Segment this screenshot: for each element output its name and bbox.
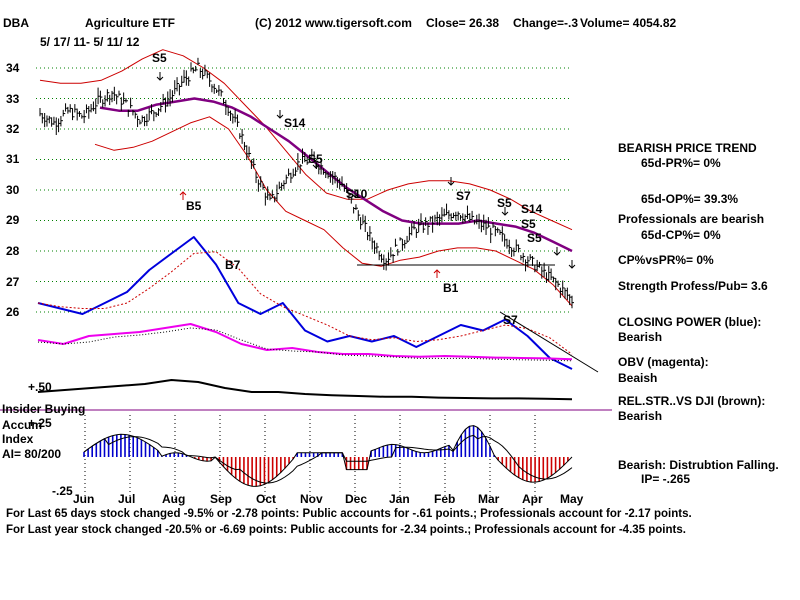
x-tick-label: Jul — [118, 492, 136, 506]
signal-arrowhead — [501, 211, 509, 216]
chart-title: Agriculture ETF — [85, 16, 176, 30]
ticker-label: DBA — [3, 16, 29, 30]
right-note: 65d-PR%= 0% — [641, 156, 721, 170]
right-note: 65d-OP%= 39.3% — [641, 192, 739, 206]
y-tick-label: 31 — [6, 152, 20, 166]
right-note: CP%vsPR%= 0% — [618, 253, 714, 267]
close-value: Close= 26.38 — [426, 16, 500, 30]
signal-label: S14 — [284, 116, 306, 130]
signal-label: B5 — [186, 199, 202, 213]
signal-label: B1 — [443, 281, 459, 295]
closing-power-line — [37, 236, 573, 370]
obv-ma-line — [37, 327, 573, 362]
signal-arrowhead — [447, 181, 455, 186]
right-note: Bearish — [618, 330, 663, 344]
signal-arrowhead — [568, 264, 576, 269]
right-note: Strength Profess/Pub= 3.6 — [618, 279, 768, 293]
x-tick-label: Nov — [300, 492, 323, 506]
footer-line-65d: For Last 65 days stock changed -9.5% or … — [6, 508, 692, 520]
right-note: REL.STR..VS DJI (brown): — [618, 394, 766, 408]
accum-top-label: +.25 — [28, 416, 52, 430]
obv-line — [37, 323, 573, 361]
x-tick-label: Jun — [73, 492, 95, 506]
y-tick-label: 33 — [6, 92, 20, 106]
signal-arrowhead — [156, 76, 164, 81]
signal-label: S10 — [346, 187, 368, 201]
signal-label: B7 — [225, 258, 241, 272]
right-note: BEARISH PRICE TREND — [618, 141, 757, 155]
x-tick-label: Sep — [210, 492, 233, 506]
signal-arrowhead — [553, 251, 561, 256]
trend-line — [499, 311, 599, 373]
accum-label: Accum — [2, 418, 43, 432]
signal-label: S5 — [497, 196, 512, 210]
copyright-label: (C) 2012 www.tigersoft.com — [255, 16, 412, 30]
moving-average-line — [99, 97, 573, 253]
right-note: OBV (magenta): — [618, 355, 709, 369]
y-tick-label: 27 — [6, 275, 20, 289]
y-tick-label: 30 — [6, 183, 20, 197]
signal-label: S5 — [527, 231, 542, 245]
x-tick-label: Mar — [478, 492, 500, 506]
x-tick-label: Feb — [434, 492, 456, 506]
closing-power-ma-line — [37, 251, 573, 355]
footer-line-year: For Last year stock changed -20.5% or -6… — [6, 524, 686, 536]
x-tick-label: Oct — [256, 492, 277, 506]
y-tick-label: 26 — [6, 305, 20, 319]
change-value: Change=-.3 — [513, 16, 579, 30]
accum-ma-line — [83, 434, 573, 484]
signal-arrowhead — [276, 114, 284, 119]
right-note: Professionals are bearish — [618, 212, 765, 226]
rel-strength-label: +.50 — [28, 380, 52, 394]
x-tick-label: Dec — [345, 492, 368, 506]
right-note: IP= -.265 — [641, 472, 691, 486]
right-note: Bearish: Distrubtion Falling. — [618, 458, 779, 472]
y-tick-label: 29 — [6, 213, 20, 227]
signal-arrowhead — [179, 191, 187, 196]
signal-label: S7 — [456, 189, 471, 203]
signal-arrowhead — [312, 164, 320, 169]
y-tick-label: 32 — [6, 122, 20, 136]
insider-buying-title: Insider Buying — [2, 402, 86, 416]
signal-label: S5 — [152, 51, 167, 65]
lower-band-line — [94, 116, 573, 307]
right-note: 65d-CP%= 0% — [641, 228, 721, 242]
accum-bottom-label: -.25 — [52, 484, 73, 498]
upper-band-line — [39, 49, 573, 231]
x-tick-label: Apr — [522, 492, 543, 506]
signal-label: S5 — [308, 152, 323, 166]
x-tick-label: May — [560, 492, 584, 506]
x-tick-label: Jan — [389, 492, 410, 506]
index-label: Index — [2, 432, 34, 446]
ai-label: AI= 80/200 — [2, 447, 62, 461]
volume-value: Volume= 4054.82 — [580, 16, 677, 30]
y-tick-label: 28 — [6, 244, 20, 258]
signal-label: S5 — [521, 217, 536, 231]
signal-label: S7 — [503, 313, 518, 327]
signal-arrowhead — [351, 193, 359, 198]
relative-strength-line — [37, 379, 573, 401]
signal-label: S14 — [521, 202, 543, 216]
right-note: CLOSING POWER (blue): — [618, 315, 762, 329]
right-note: Beaish — [618, 371, 658, 385]
x-tick-label: Aug — [162, 492, 186, 506]
signal-arrowhead — [433, 269, 441, 274]
right-note: Bearish — [618, 409, 663, 423]
date-range: 5/ 17/ 11- 5/ 11/ 12 — [40, 35, 140, 49]
y-tick-label: 34 — [6, 61, 20, 75]
